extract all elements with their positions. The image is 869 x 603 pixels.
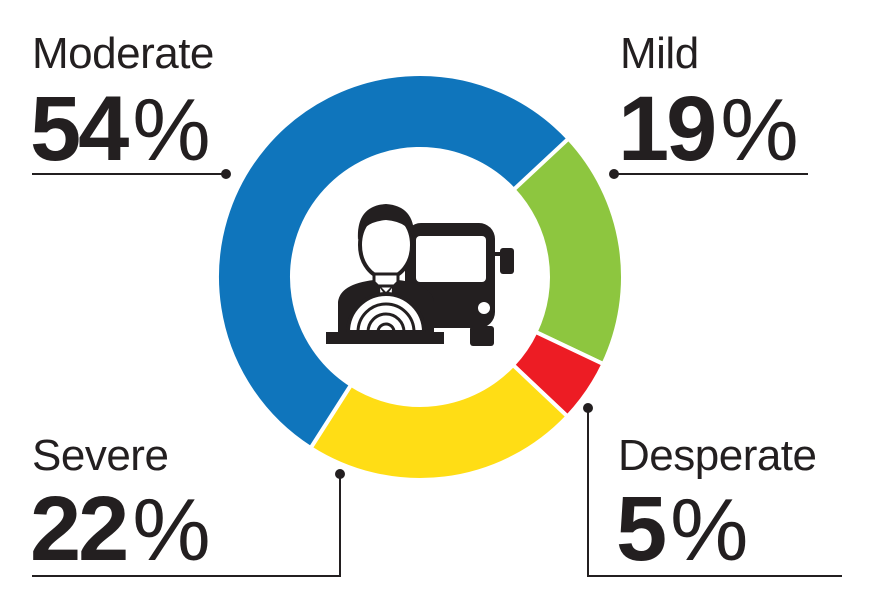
slice-percent-desperate: 5%	[616, 478, 748, 580]
leader-line-mild	[609, 169, 808, 179]
slice-name-severe: Severe	[32, 431, 168, 480]
bus-driver-icon	[326, 204, 514, 346]
donut-slice-moderate	[215, 72, 572, 451]
leader-line-severe	[32, 469, 345, 577]
donut-slice-severe	[307, 362, 571, 482]
slice-label-moderate: Moderate 54%	[30, 29, 214, 180]
slice-label-desperate: Desperate 5%	[616, 431, 817, 580]
slice-percent-moderate: 54%	[30, 78, 211, 180]
leader-line-moderate	[32, 169, 231, 179]
slice-percent-severe: 22%	[30, 478, 211, 580]
donut-slices	[215, 72, 625, 482]
leader-lines	[32, 169, 842, 577]
leader-line-desperate	[583, 403, 842, 577]
slice-label-mild: Mild 19%	[618, 29, 799, 180]
slice-label-severe: Severe 22%	[30, 431, 211, 580]
slice-name-moderate: Moderate	[32, 29, 214, 78]
slice-name-mild: Mild	[620, 29, 699, 78]
slice-percent-mild: 19%	[618, 78, 799, 180]
slice-name-desperate: Desperate	[618, 431, 817, 480]
